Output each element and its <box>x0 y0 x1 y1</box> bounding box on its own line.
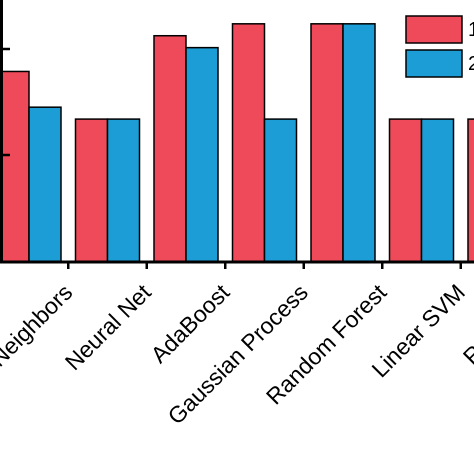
legend: 12 <box>405 15 474 78</box>
bar-series2 <box>106 118 141 263</box>
bar-series1 <box>310 23 344 263</box>
bars-layer <box>0 23 474 263</box>
axes-layer <box>0 0 474 269</box>
bar-series1 <box>74 118 109 263</box>
bar-series1 <box>153 34 187 263</box>
legend-swatch-2 <box>405 49 463 78</box>
bar-series2 <box>420 118 455 263</box>
legend-label-1: 1 <box>468 19 474 41</box>
legend-swatch-1 <box>405 15 463 44</box>
x-tick-label: Neural Net <box>60 279 157 376</box>
bar-series2 <box>185 46 219 263</box>
bar-series1 <box>467 118 474 263</box>
bar-series2 <box>342 23 376 263</box>
bar-series1 <box>231 23 266 263</box>
bar-series2 <box>263 118 298 263</box>
x-tick-label: Gaussian Process <box>163 279 313 429</box>
bar-series1 <box>388 118 423 263</box>
bar-series2 <box>28 106 62 263</box>
legend-label-2: 2 <box>468 53 474 75</box>
bar-series1 <box>0 70 30 263</box>
